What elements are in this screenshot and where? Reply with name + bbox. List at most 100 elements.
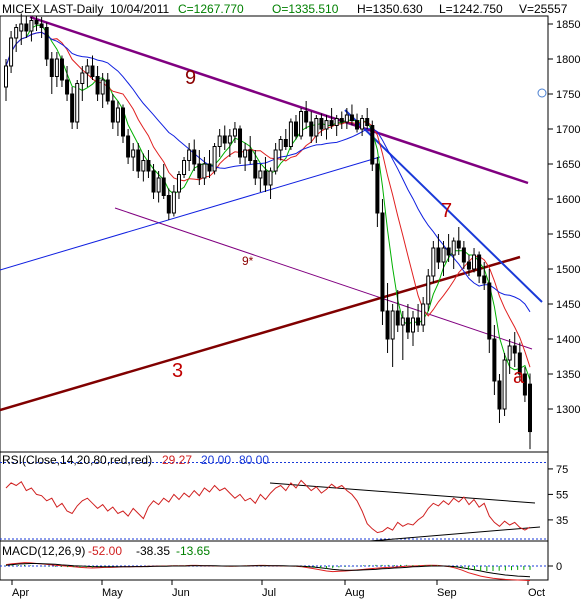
- header-open: O=1335.510: [272, 2, 339, 16]
- header-symbol: MICEX LAST-Daily: [2, 2, 103, 16]
- candle-body: [324, 120, 329, 130]
- candle-body: [446, 247, 451, 256]
- candle-body: [80, 72, 85, 84]
- x-tick-label: Jul: [262, 587, 276, 599]
- price-y-tick-label: 1600: [556, 194, 580, 206]
- candle-body: [212, 146, 217, 172]
- price-y-tick-label: 1450: [556, 299, 580, 311]
- header-volume: V=25557: [519, 2, 568, 16]
- candle-body: [472, 254, 477, 270]
- price-y-tick-label: 1500: [556, 264, 580, 276]
- candle-body: [65, 79, 70, 95]
- trendline-blue-support: [0, 156, 381, 271]
- candle-body: [136, 149, 141, 172]
- candle-body: [4, 65, 8, 88]
- rsi-label: RSI(Close,14,20,80,red,red): [2, 453, 152, 467]
- candle-body: [334, 118, 339, 126]
- candle-body: [49, 58, 54, 77]
- candle-body: [197, 163, 202, 179]
- annotation-9star: 9*: [242, 254, 254, 268]
- trendline-3: [0, 255, 521, 412]
- rsi-value: 29.27: [162, 453, 192, 467]
- candle-body: [390, 310, 395, 340]
- candle-body: [517, 352, 522, 375]
- macd-label: MACD(12,26,9): [2, 544, 85, 558]
- candle-body: [421, 303, 426, 326]
- annotation-a: a: [513, 366, 525, 388]
- candle-body: [105, 79, 110, 102]
- candle-body: [502, 359, 507, 410]
- candle-body: [141, 160, 146, 172]
- ma-red-line: [5, 31, 531, 368]
- candle-body: [339, 118, 344, 123]
- annotation-9: 9: [185, 67, 196, 89]
- rsi-trendline-upper: [269, 482, 536, 504]
- macd-hist-value: -13.65: [176, 544, 210, 558]
- candle-body: [482, 275, 487, 284]
- x-tick-label: May: [102, 587, 123, 599]
- candle-body: [365, 118, 370, 126]
- candle-body: [288, 121, 293, 147]
- candle-body: [385, 310, 390, 340]
- trendline-7: [344, 109, 543, 303]
- price-y-tick-label: 1550: [556, 229, 580, 241]
- candle-body: [44, 27, 49, 60]
- candle-body: [90, 65, 95, 77]
- trendline-9: [29, 15, 529, 185]
- candle-body: [436, 247, 441, 263]
- x-tick-label: Jun: [172, 587, 190, 599]
- price-y-tick-label: 1300: [556, 404, 580, 416]
- candle-body: [344, 114, 349, 123]
- candle-body: [19, 23, 24, 32]
- candle-body: [166, 195, 171, 214]
- price-y-tick-label: 1800: [556, 54, 580, 66]
- candle-body: [497, 380, 502, 410]
- candle-body: [171, 191, 176, 214]
- candle-body: [248, 149, 253, 161]
- candle-body: [319, 118, 324, 130]
- candle-body: [100, 79, 105, 95]
- candle-body: [9, 37, 14, 67]
- scroll-handle[interactable]: [537, 88, 547, 98]
- candle-body: [243, 149, 248, 158]
- candle-body: [309, 121, 314, 137]
- candle-body: [131, 149, 136, 158]
- rsi-trendline-lower: [369, 526, 541, 542]
- macd-signal-line: [5, 563, 531, 578]
- candle-body: [253, 160, 258, 179]
- candle-body: [273, 149, 278, 172]
- candle-body: [59, 58, 64, 81]
- candle-body: [34, 20, 39, 25]
- candle-body: [314, 118, 319, 137]
- candle-body: [431, 247, 436, 277]
- candle-body: [278, 139, 283, 151]
- rsi-y-tick-label: 55: [556, 489, 568, 501]
- candle-body: [395, 310, 400, 326]
- candle-body: [522, 373, 527, 396]
- rsi-panel: 75 55 35: [0, 462, 568, 542]
- ma-blue-line: [5, 31, 531, 313]
- rsi-line: [5, 479, 531, 534]
- candle-body: [360, 118, 365, 130]
- candle-body: [176, 174, 181, 193]
- rsi-high-level: 80.00: [239, 453, 269, 467]
- header-high: H=1350.630: [357, 2, 423, 16]
- candle-body: [487, 282, 492, 340]
- candle-body: [268, 170, 273, 186]
- x-tick-label: Oct: [528, 587, 545, 599]
- macd-value: -52.00: [88, 544, 122, 558]
- candle-body: [115, 107, 120, 123]
- candle-body: [85, 65, 90, 74]
- candle-body: [528, 383, 532, 433]
- x-tick-label: Apr: [12, 587, 29, 599]
- candle-body: [232, 128, 237, 137]
- candle-body: [304, 111, 309, 123]
- price-y-tick-label: 1350: [556, 369, 580, 381]
- candle-body: [187, 149, 192, 161]
- candle-body: [156, 177, 161, 193]
- candle-body: [349, 114, 354, 122]
- candle-body: [293, 121, 298, 137]
- candle-body: [202, 163, 207, 179]
- candle-body: [146, 160, 151, 172]
